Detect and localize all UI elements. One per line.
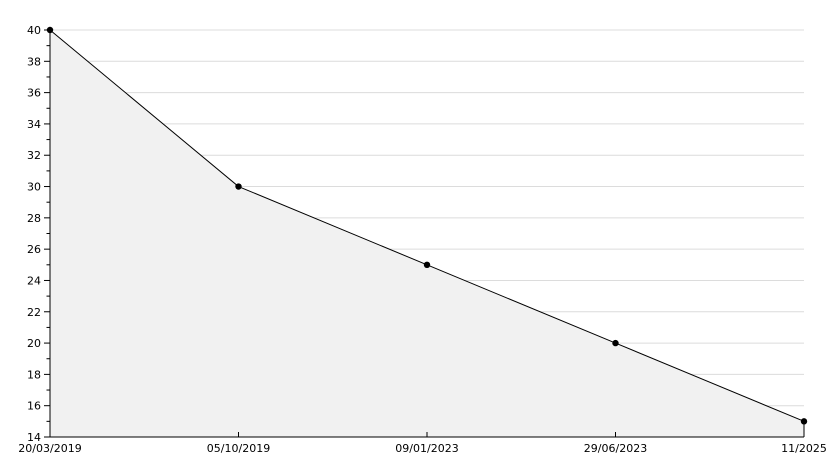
y-tick-label: 36	[27, 87, 41, 100]
y-tick-label: 24	[27, 274, 41, 287]
x-tick-label: 29/06/2023	[584, 442, 647, 455]
y-tick-label: 30	[27, 181, 41, 194]
y-tick-label: 16	[27, 400, 41, 413]
y-tick-label: 32	[27, 149, 41, 162]
y-tick-label: 14	[27, 431, 41, 444]
x-tick-label: 05/10/2019	[207, 442, 270, 455]
y-tick-label: 28	[27, 212, 41, 225]
y-tick-label: 22	[27, 306, 41, 319]
data-point-marker	[235, 183, 242, 190]
y-tick-label: 34	[27, 118, 41, 131]
y-tick-label: 38	[27, 55, 41, 68]
x-tick-label: 20/03/2019	[18, 442, 81, 455]
y-tick-label: 26	[27, 243, 41, 256]
data-point-marker	[423, 261, 431, 269]
area-fill	[50, 30, 804, 437]
x-tick-label: 09/01/2023	[395, 442, 458, 455]
y-tick-label: 20	[27, 337, 41, 350]
y-tick-label: 40	[27, 24, 41, 37]
x-tick-label: 11/2025	[781, 442, 827, 455]
y-tick-label: 18	[27, 368, 41, 381]
data-point-marker	[612, 339, 619, 347]
data-point-marker	[800, 418, 808, 425]
